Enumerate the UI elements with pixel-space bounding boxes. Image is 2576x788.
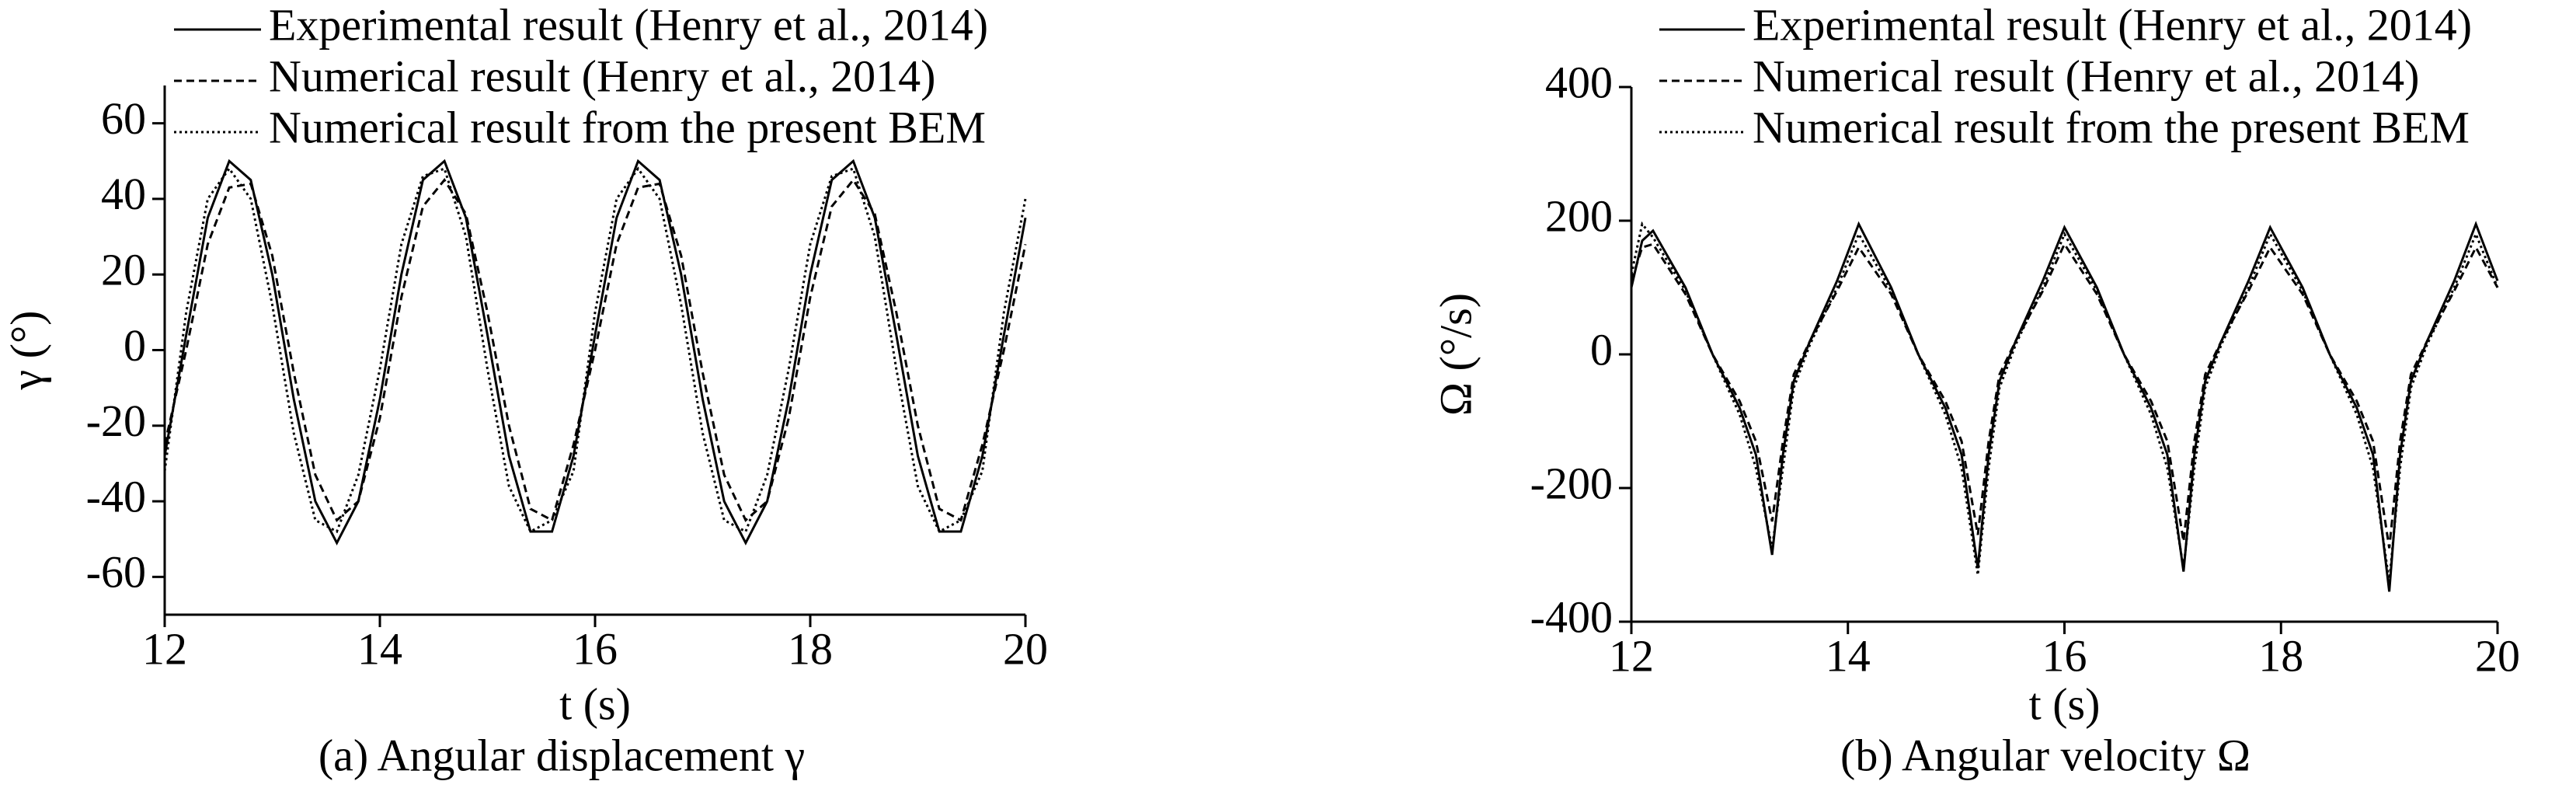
legend-label: Numerical result from the present BEM: [1753, 102, 2470, 152]
y-tick-label: -60: [86, 547, 146, 598]
y-axis-label: γ (°): [1, 311, 51, 391]
y-tick-label: -20: [86, 396, 146, 446]
data-line: [163, 166, 1027, 534]
legend-label: Numerical result (Henry et al., 2014): [1753, 51, 2419, 101]
data-line: [1630, 242, 2499, 549]
x-axis-label: t (s): [2029, 678, 2101, 729]
y-tick-label: -40: [86, 471, 146, 521]
x-tick-label: 14: [1826, 630, 1871, 681]
x-tick-label: 18: [788, 623, 833, 674]
y-tick-label: 60: [101, 93, 146, 144]
y-tick-label: 40: [101, 169, 146, 219]
legend-label: Numerical result from the present BEM: [269, 102, 986, 152]
x-tick-label: 20: [2475, 630, 2520, 681]
legend-label: Numerical result (Henry et al., 2014): [269, 51, 935, 101]
y-axis-label: Ω (°/s): [1430, 293, 1481, 416]
y-tick-label: -200: [1530, 458, 1613, 508]
y-tick-label: 20: [101, 245, 146, 295]
data-line: [163, 178, 1027, 522]
data-line: [1630, 221, 2499, 582]
x-tick-label: 16: [2042, 630, 2087, 681]
caption: (b) Angular velocity Ω: [1840, 730, 2251, 780]
x-tick-label: 18: [2258, 630, 2303, 681]
y-tick-label: -400: [1530, 591, 1613, 642]
y-tick-label: 400: [1545, 57, 1613, 107]
data-line: [163, 159, 1027, 546]
x-tick-label: 12: [142, 623, 187, 674]
y-tick-label: 0: [1590, 324, 1613, 375]
legend-label: Experimental result (Henry et al., 2014): [1753, 0, 2472, 50]
x-tick-label: 20: [1003, 623, 1048, 674]
y-tick-label: 200: [1545, 190, 1613, 241]
x-tick-label: 14: [357, 623, 402, 674]
x-tick-label: 16: [573, 623, 618, 674]
caption: (a) Angular displacement γ: [319, 730, 805, 780]
x-tick-label: 12: [1609, 630, 1654, 681]
legend-label: Experimental result (Henry et al., 2014): [269, 0, 988, 50]
data-line: [1630, 221, 2499, 592]
y-tick-label: 0: [124, 320, 146, 371]
x-axis-label: t (s): [559, 678, 631, 729]
